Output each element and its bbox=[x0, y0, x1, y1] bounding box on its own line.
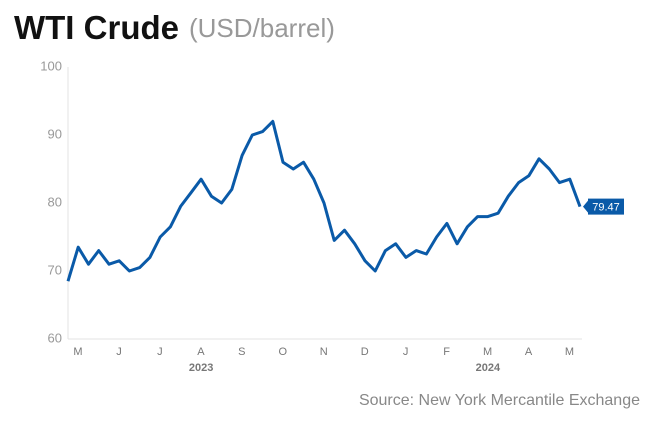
title: WTI Crude bbox=[14, 9, 179, 46]
x-tick-label: D bbox=[361, 346, 369, 358]
x-tick-label: A bbox=[525, 346, 533, 358]
chart-title: WTI Crude (USD/barrel) bbox=[14, 9, 335, 46]
y-tick-label: 100 bbox=[40, 58, 62, 73]
label-pointer bbox=[583, 200, 588, 213]
x-tick-label: N bbox=[320, 346, 328, 358]
value-label-box bbox=[588, 198, 624, 215]
x-tick-label: J bbox=[116, 346, 122, 358]
x-tick-label: M bbox=[565, 346, 575, 358]
y-tick-label: 90 bbox=[48, 126, 62, 141]
year-label: 2024 bbox=[476, 362, 501, 374]
x-tick-label: O bbox=[279, 346, 288, 358]
subtitle: (USD/barrel) bbox=[189, 13, 335, 43]
y-tick-label: 80 bbox=[48, 194, 62, 209]
y-tick-label: 60 bbox=[48, 330, 62, 345]
source: Source: New York Mercantile Exchange bbox=[359, 392, 640, 409]
y-tick-label: 70 bbox=[48, 262, 62, 277]
x-tick-label: F bbox=[443, 346, 450, 358]
year-label: 2023 bbox=[189, 362, 213, 374]
line-series bbox=[66, 119, 582, 282]
x-tick-label: M bbox=[483, 346, 493, 358]
x-tick-label: M bbox=[73, 346, 83, 358]
x-tick-label: S bbox=[238, 346, 246, 358]
x-tick-label: J bbox=[403, 346, 409, 358]
x-tick-label: A bbox=[197, 346, 205, 358]
x-tick-label: J bbox=[157, 346, 163, 358]
value-label: 79.47 bbox=[592, 202, 620, 214]
